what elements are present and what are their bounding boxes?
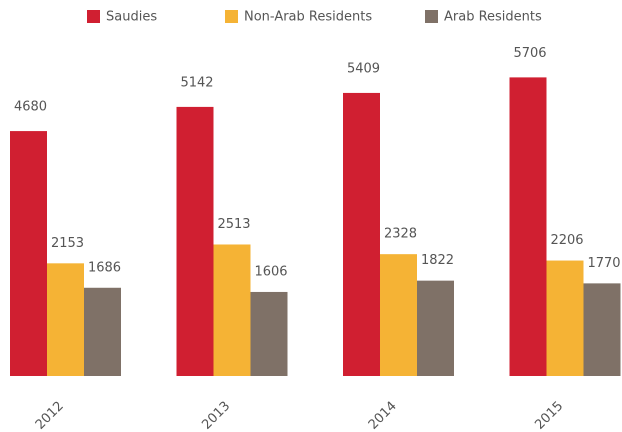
value-label: 2206: [550, 233, 583, 248]
value-label: 5409: [347, 61, 380, 76]
value-label: 4680: [14, 100, 47, 115]
bar: [583, 283, 621, 376]
value-label: 1822: [421, 253, 454, 268]
legend-swatch: [425, 10, 438, 23]
legend-swatch: [87, 10, 100, 23]
legend-label: Arab Residents: [444, 10, 542, 25]
bar: [213, 244, 251, 376]
bar: [343, 92, 380, 376]
bar: [84, 287, 121, 376]
value-label: 1606: [254, 264, 287, 279]
legend-swatch: [225, 10, 238, 23]
x-tick-label: 2012: [33, 399, 67, 432]
bar: [546, 260, 584, 376]
value-label: 1770: [587, 256, 620, 271]
legend-label: Saudies: [106, 10, 157, 25]
bar: [176, 106, 214, 376]
bar: [47, 263, 84, 376]
bar: [509, 77, 547, 377]
bar: [250, 291, 288, 376]
legend-label: Non-Arab Residents: [244, 10, 372, 25]
value-label: 2513: [217, 217, 250, 232]
x-tick-label: 2013: [199, 399, 233, 432]
bar: [417, 280, 454, 376]
value-label: 5706: [513, 46, 546, 61]
bar: [380, 254, 417, 376]
x-tick-label: 2014: [366, 399, 400, 432]
x-tick-label: 2015: [532, 399, 566, 432]
value-label: 1686: [88, 260, 121, 275]
bar: [10, 131, 47, 376]
value-label: 2153: [51, 236, 84, 251]
value-label: 5142: [180, 75, 213, 90]
value-label: 2328: [384, 227, 417, 242]
